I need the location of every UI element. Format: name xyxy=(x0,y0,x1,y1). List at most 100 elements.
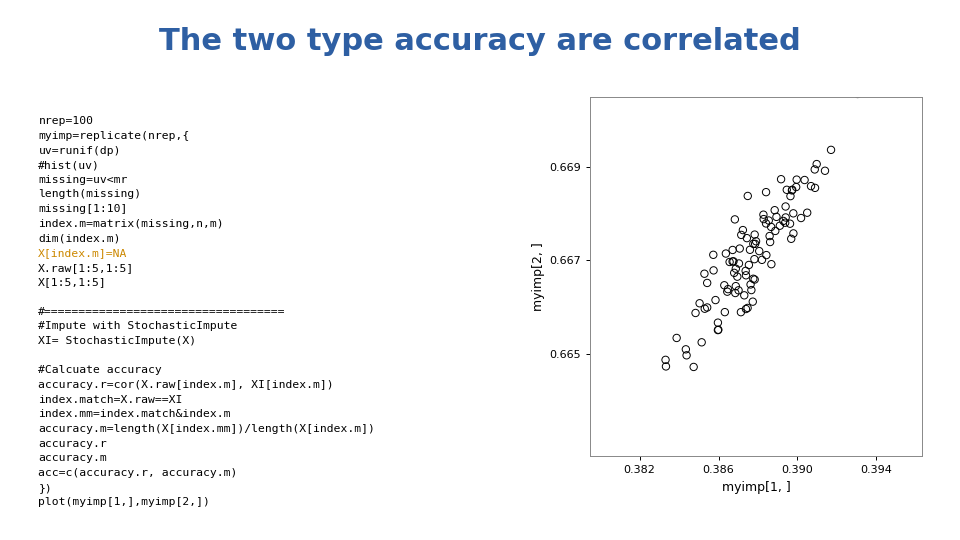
Point xyxy=(710,318,726,327)
Point xyxy=(767,206,782,214)
Point xyxy=(824,146,839,154)
Point xyxy=(776,217,791,225)
Point xyxy=(778,218,793,227)
Point xyxy=(755,255,770,264)
Point xyxy=(758,219,774,228)
Point xyxy=(788,183,804,191)
Point xyxy=(697,305,712,313)
Point xyxy=(725,246,740,254)
Point xyxy=(678,345,693,354)
Text: acc=c(accuracy.r, accuracy.m): acc=c(accuracy.r, accuracy.m) xyxy=(38,468,238,478)
Point xyxy=(738,271,754,280)
Point xyxy=(807,184,823,192)
Text: myimp=replicate(nrep,{: myimp=replicate(nrep,{ xyxy=(38,131,190,141)
Point xyxy=(746,239,761,248)
Text: }): }) xyxy=(38,483,52,492)
Point xyxy=(658,355,673,364)
Point xyxy=(739,234,755,242)
Point xyxy=(780,185,795,194)
Point xyxy=(726,257,741,266)
Point xyxy=(727,268,742,277)
Y-axis label: myimp[2, ]: myimp[2, ] xyxy=(533,242,545,311)
Point xyxy=(706,266,721,275)
Point xyxy=(782,219,798,228)
Point xyxy=(763,222,779,231)
Point xyxy=(809,160,825,168)
Text: uv=runif(dp): uv=runif(dp) xyxy=(38,145,121,156)
Point xyxy=(694,338,709,347)
Point xyxy=(728,282,743,291)
Point xyxy=(741,261,756,269)
Point xyxy=(784,185,800,194)
Text: The two type accuracy are correlated: The two type accuracy are correlated xyxy=(159,27,801,56)
Point xyxy=(710,326,726,334)
Point xyxy=(735,226,751,234)
Point xyxy=(708,296,723,305)
Point xyxy=(745,298,760,306)
Point xyxy=(686,363,702,372)
Point xyxy=(730,272,745,281)
Point xyxy=(785,229,801,238)
Text: length(missing): length(missing) xyxy=(38,190,141,199)
Point xyxy=(722,258,737,266)
Point xyxy=(817,166,832,175)
Point xyxy=(778,213,793,222)
Text: missing[1:10]: missing[1:10] xyxy=(38,204,128,214)
Text: missing=uv<mr: missing=uv<mr xyxy=(38,175,128,185)
Point xyxy=(748,240,763,248)
Point xyxy=(717,308,732,316)
Point xyxy=(738,305,754,313)
Point xyxy=(740,192,756,200)
Point xyxy=(728,289,743,298)
Text: index.m=matrix(missing,n,m): index.m=matrix(missing,n,m) xyxy=(38,219,224,229)
Point xyxy=(746,274,761,283)
Point xyxy=(756,215,771,224)
Point xyxy=(793,214,808,222)
Point xyxy=(747,230,762,239)
Text: X[1:5,1:5]: X[1:5,1:5] xyxy=(38,278,108,287)
Point xyxy=(774,175,789,184)
Text: nrep=100: nrep=100 xyxy=(38,116,93,126)
Point xyxy=(756,211,771,219)
Point xyxy=(749,237,764,246)
Point xyxy=(744,286,759,294)
Text: XI= StochasticImpute(X): XI= StochasticImpute(X) xyxy=(38,336,197,346)
Point xyxy=(725,257,740,266)
Point xyxy=(692,299,708,308)
Text: #===================================: #=================================== xyxy=(38,307,286,317)
Point xyxy=(732,259,747,268)
Point xyxy=(764,260,780,268)
Text: accuracy.m=length(X[index.mm])/length(X[index.m]): accuracy.m=length(X[index.mm])/length(X[… xyxy=(38,424,375,434)
Point xyxy=(731,286,746,295)
Point xyxy=(784,186,800,195)
Point xyxy=(738,267,754,275)
Point xyxy=(762,232,778,240)
Point xyxy=(718,249,733,258)
Text: X.raw[1:5,1:5]: X.raw[1:5,1:5] xyxy=(38,263,134,273)
Point xyxy=(716,281,732,289)
Point xyxy=(807,165,823,174)
Point xyxy=(761,216,777,225)
Text: X[index.m]=NA: X[index.m]=NA xyxy=(38,248,128,258)
Point xyxy=(785,209,801,218)
Point xyxy=(733,308,749,316)
Text: #Calcuate accuracy: #Calcuate accuracy xyxy=(38,366,162,375)
Point xyxy=(752,247,767,255)
Point xyxy=(736,291,752,300)
Point xyxy=(768,227,783,235)
Point xyxy=(659,362,674,371)
Point xyxy=(747,255,762,264)
Point xyxy=(769,213,784,221)
Point xyxy=(743,280,758,289)
Text: #hist(uv): #hist(uv) xyxy=(38,160,100,170)
Point xyxy=(669,334,684,342)
Point xyxy=(800,208,815,217)
Point xyxy=(804,182,819,191)
Point xyxy=(789,176,804,184)
Text: index.mm=index.match&index.m: index.mm=index.match&index.m xyxy=(38,409,231,420)
Point xyxy=(762,238,778,246)
Point xyxy=(747,275,762,284)
Point xyxy=(700,279,715,287)
Point xyxy=(728,265,743,273)
Point xyxy=(710,326,726,334)
